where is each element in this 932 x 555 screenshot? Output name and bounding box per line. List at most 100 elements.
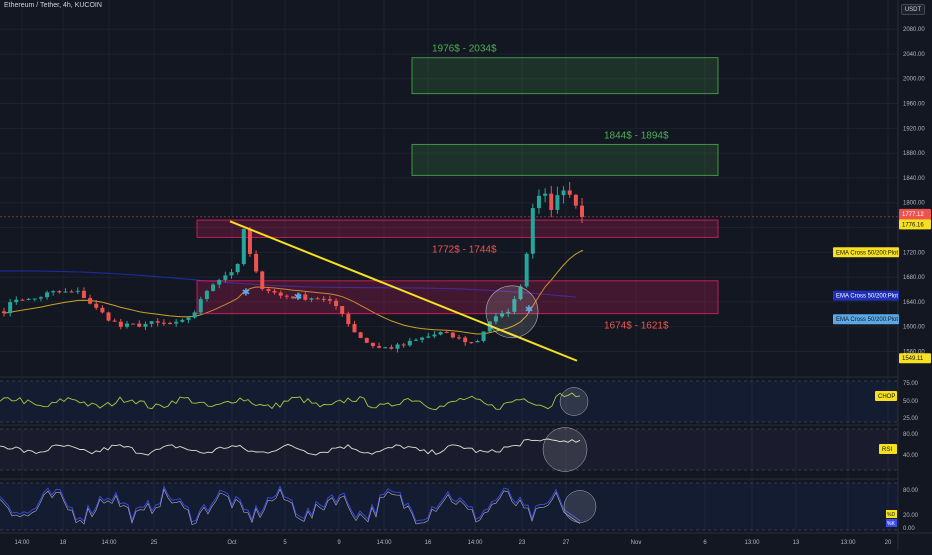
x-tick-label: 9: [337, 540, 341, 546]
candle-body: [174, 321, 179, 324]
candle-body: [112, 320, 117, 322]
candle-body: [100, 307, 105, 313]
candle-body: [377, 346, 382, 348]
candle-body: [45, 292, 50, 298]
candle-body: [143, 323, 148, 327]
x-tick-label: 25: [151, 540, 158, 546]
ema-cross-marker: ✱: [242, 288, 250, 299]
x-tick-label: 16: [425, 540, 432, 546]
candle-body: [383, 347, 388, 349]
price-zone-1[interactable]: [411, 57, 719, 95]
candle-body: [524, 253, 529, 287]
ema-200-line: [0, 270, 577, 298]
candle-body: [81, 290, 86, 299]
candle-body: [561, 190, 566, 196]
candle-body: [38, 297, 43, 299]
candle-body: [536, 195, 541, 209]
ema-plot-tag-3-bg: [833, 314, 899, 325]
candle-body: [426, 336, 431, 338]
y-tick-label: 1560.00: [903, 349, 925, 355]
candle-body: [463, 337, 468, 343]
descending-trendline[interactable]: [229, 220, 578, 362]
x-tick-label: 13:00: [744, 540, 760, 546]
indicator-tick-label: 80.00: [903, 432, 919, 438]
y-tick-label: 1600.00: [903, 325, 925, 331]
candle-body: [131, 323, 136, 325]
indicator-name-rsi: RSI: [882, 447, 892, 453]
candle-body: [493, 316, 498, 322]
indicator-tick-label: 80.00: [903, 488, 919, 494]
candle-body: [26, 298, 31, 300]
price-zone-2[interactable]: [411, 143, 719, 176]
candle-body: [106, 312, 111, 321]
indicator-highlight-circle[interactable]: [563, 490, 597, 523]
x-tick-label: 14:00: [14, 540, 30, 546]
candle-body: [432, 334, 437, 337]
price-zone-label-1: 1976$ - 2034$: [432, 44, 497, 55]
candle-body: [580, 205, 584, 217]
indicator-tick-label: 40.00: [903, 453, 919, 459]
stoch-d-label: %D: [887, 512, 895, 518]
candle-body: [168, 323, 173, 325]
candle-body: [450, 332, 455, 338]
candle-body: [407, 340, 412, 346]
candle-body: [75, 290, 80, 292]
candle-body: [315, 298, 320, 300]
candle-body: [124, 323, 129, 327]
indicator-tick-label: 50.00: [903, 399, 919, 405]
candle-body: [69, 291, 74, 293]
indicator-highlight-circle[interactable]: [559, 387, 589, 416]
x-tick-label: 13: [793, 540, 800, 546]
y-tick-label: 1680.00: [903, 275, 925, 281]
y-tick-label: 1800.00: [903, 201, 925, 207]
candle-body: [438, 331, 443, 335]
indicator-name-bg: [875, 391, 897, 401]
indicator-tick-label: 75.00: [903, 381, 919, 387]
candle-body: [309, 298, 314, 300]
y-tick-label: 2000.00: [903, 77, 925, 83]
candle-body: [211, 284, 216, 291]
candle-body: [457, 337, 462, 339]
candle-body: [543, 193, 548, 196]
stoch-k-label: %K: [887, 521, 895, 527]
candle-body: [88, 298, 93, 304]
last-price-tag: 1777.12: [902, 212, 924, 218]
ema-plot-tag-1-bg: [833, 247, 899, 258]
candle-body: [518, 286, 523, 300]
candle-body: [358, 332, 363, 338]
currency-badge[interactable]: USDT: [901, 4, 925, 15]
candle-body: [395, 344, 400, 349]
x-tick-label: 13:00: [840, 540, 856, 546]
price-zone-4[interactable]: [196, 280, 719, 315]
candle-body: [506, 311, 511, 314]
candle-body: [118, 321, 123, 327]
candle-body: [272, 290, 277, 293]
highlight-circle-breakout[interactable]: [485, 285, 539, 339]
candle-body: [401, 344, 406, 346]
price-zone-3[interactable]: [196, 219, 719, 238]
indicator-tick-label: 0.00: [903, 526, 915, 532]
indicator-line-rsi: [0, 438, 581, 456]
level-1776-tag-bg: [899, 219, 931, 230]
level-1549-tag: 1549.11: [902, 356, 924, 362]
indicator-highlight-circle[interactable]: [542, 427, 588, 472]
indicator-tick-label: 20.00: [903, 513, 919, 519]
candle-body: [51, 291, 56, 293]
candle-body: [229, 272, 234, 276]
ema-cross-marker: ✱: [294, 292, 302, 303]
ema-plot-tag-3: EMA Cross 50/200:Plot: [836, 317, 898, 323]
candle-body: [198, 299, 203, 313]
stoch-k-bg: [886, 519, 897, 527]
ema-plot-tag-2: EMA Cross 50/200:Plot: [836, 294, 898, 300]
candle-body: [469, 342, 474, 344]
indicator-line-stoch: [0, 485, 581, 523]
candle-body: [284, 295, 289, 297]
symbol-title: Ethereum / Tether, 4h, KUCOIN: [4, 2, 102, 9]
ema-plot-tag-2-bg: [833, 290, 899, 301]
level-1549-tag-bg: [899, 353, 931, 364]
candle-body: [512, 299, 517, 312]
x-tick-label: 27: [563, 540, 570, 546]
candle-body: [291, 296, 295, 299]
